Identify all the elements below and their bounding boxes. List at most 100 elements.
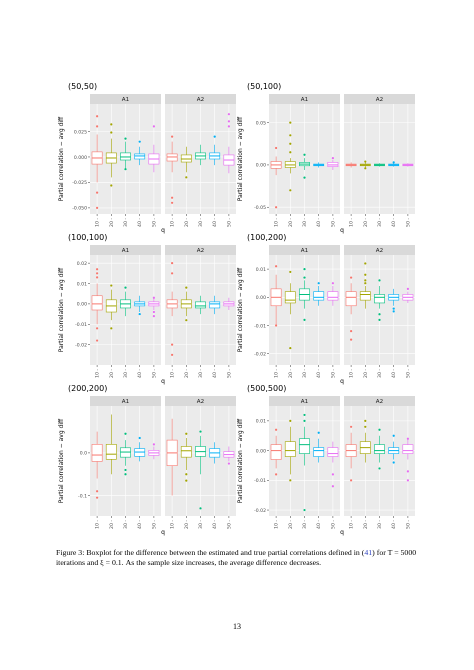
x-axis-label: q bbox=[161, 529, 165, 536]
x-tick-label: 10 - bbox=[170, 218, 176, 227]
outlier-point bbox=[289, 189, 292, 192]
x-tick-label: 40 - bbox=[391, 369, 397, 378]
facet-strip bbox=[269, 94, 340, 104]
outlier-point bbox=[378, 313, 381, 316]
x-tick-label: 40 - bbox=[391, 218, 397, 227]
outlier-point bbox=[289, 479, 292, 482]
facet-label: A2 bbox=[376, 97, 383, 103]
x-tick-label: 10 - bbox=[349, 369, 355, 378]
outlier-point bbox=[110, 284, 113, 287]
box-body bbox=[327, 447, 339, 457]
outlier-point bbox=[392, 161, 395, 164]
outlier-point bbox=[171, 343, 174, 346]
box-q10 bbox=[270, 146, 282, 209]
y-tick-label: -0.1 bbox=[78, 493, 87, 499]
x-tick-label: 50 - bbox=[405, 218, 411, 227]
outlier-point bbox=[138, 436, 141, 440]
outlier-point bbox=[303, 176, 306, 179]
subplot-title: (100,200) bbox=[247, 233, 286, 242]
x-tick-label: 30 - bbox=[377, 369, 383, 378]
outlier-point bbox=[289, 419, 292, 422]
box-q10 bbox=[166, 262, 178, 356]
y-tick-label: -0.01 bbox=[254, 323, 266, 329]
outlier-point bbox=[406, 287, 409, 290]
box-q20 bbox=[359, 160, 371, 170]
y-axis-label: Partial correlation − avg diff bbox=[237, 418, 244, 503]
y-tick-label: 0.02 bbox=[77, 261, 87, 267]
outlier-point bbox=[350, 276, 353, 279]
outlier-point bbox=[331, 282, 334, 285]
outlier-point bbox=[303, 276, 306, 279]
box-q40 bbox=[313, 162, 325, 168]
box-q50 bbox=[402, 437, 414, 482]
subplot-title: (100,100) bbox=[68, 233, 107, 242]
outlier-point bbox=[331, 485, 334, 488]
x-tick-label: 40 - bbox=[137, 218, 143, 227]
facet-strip bbox=[165, 245, 236, 255]
outlier-point bbox=[110, 123, 113, 126]
box-q50 bbox=[223, 297, 235, 310]
box-q10 bbox=[91, 115, 103, 209]
box-body bbox=[134, 153, 146, 160]
box-q50 bbox=[327, 157, 339, 170]
equation-reference-link[interactable]: 41 bbox=[364, 548, 373, 557]
box-body bbox=[374, 294, 385, 304]
box-body bbox=[180, 446, 192, 458]
outlier-point bbox=[406, 479, 409, 482]
y-tick-label: 0.025 bbox=[74, 129, 87, 135]
outlier-point bbox=[171, 135, 174, 138]
box-q30 bbox=[374, 163, 385, 167]
box-q20 bbox=[359, 262, 371, 309]
box-q40 bbox=[313, 282, 325, 306]
x-tick-label: 10 - bbox=[95, 218, 101, 227]
outlier-point bbox=[124, 168, 127, 171]
facet-strip bbox=[90, 396, 161, 406]
outlier-point bbox=[185, 479, 188, 482]
outlier-point bbox=[124, 286, 127, 289]
box-q10 bbox=[91, 268, 103, 342]
facet-strip bbox=[344, 245, 415, 255]
x-tick-label: 40 - bbox=[212, 369, 218, 378]
box-body bbox=[284, 441, 296, 457]
box-q50 bbox=[148, 296, 160, 318]
x-axis-label: q bbox=[340, 227, 344, 234]
facet-label: A1 bbox=[122, 248, 130, 254]
x-tick-label: 40 - bbox=[212, 218, 218, 227]
box-body bbox=[299, 438, 310, 454]
box-q40 bbox=[313, 431, 325, 463]
outlier-point bbox=[364, 282, 367, 285]
facet-label: A2 bbox=[197, 97, 204, 103]
box-q40 bbox=[209, 442, 221, 464]
outlier-point bbox=[303, 153, 306, 156]
box-body bbox=[166, 153, 178, 162]
box-q20 bbox=[105, 284, 117, 330]
box-body bbox=[91, 295, 103, 311]
outlier-point bbox=[364, 273, 367, 276]
outlier-point bbox=[331, 157, 334, 160]
subplot-title: (50,100) bbox=[247, 82, 281, 91]
box-q20 bbox=[359, 419, 371, 463]
box-body bbox=[195, 301, 206, 309]
outlier-point bbox=[96, 272, 99, 275]
outlier-point bbox=[350, 330, 353, 333]
outlier-point bbox=[138, 312, 141, 316]
y-tick-label: 0.000 bbox=[74, 155, 87, 161]
x-tick-label: 10 - bbox=[274, 369, 280, 378]
box-q10 bbox=[166, 135, 178, 204]
outlier-point bbox=[303, 268, 306, 271]
box-q50 bbox=[148, 443, 160, 460]
box-q30 bbox=[299, 153, 310, 179]
box-q40 bbox=[388, 434, 400, 464]
x-tick-label: 20 - bbox=[184, 520, 190, 529]
outlier-point bbox=[350, 479, 353, 482]
outlier-point bbox=[364, 167, 367, 170]
y-tick-label: -0.02 bbox=[254, 508, 266, 514]
x-tick-label: 40 - bbox=[316, 369, 322, 378]
facet-strip bbox=[165, 94, 236, 104]
box-body bbox=[284, 291, 296, 304]
x-tick-label: 30 - bbox=[123, 369, 129, 378]
x-axis-label: q bbox=[161, 378, 165, 385]
y-axis-label: Partial correlation − avg diff bbox=[58, 116, 65, 201]
outlier-point bbox=[378, 467, 381, 470]
box-q10 bbox=[91, 431, 103, 499]
